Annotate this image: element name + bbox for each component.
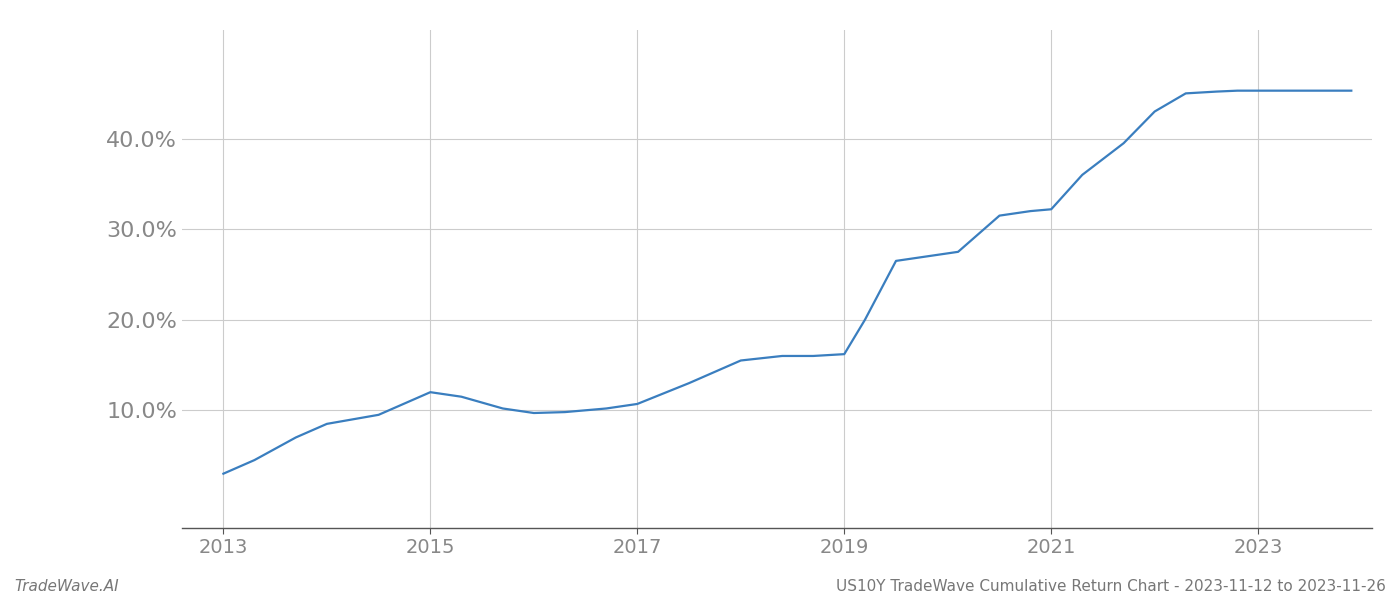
Text: US10Y TradeWave Cumulative Return Chart - 2023-11-12 to 2023-11-26: US10Y TradeWave Cumulative Return Chart …	[836, 579, 1386, 594]
Text: TradeWave.AI: TradeWave.AI	[14, 579, 119, 594]
